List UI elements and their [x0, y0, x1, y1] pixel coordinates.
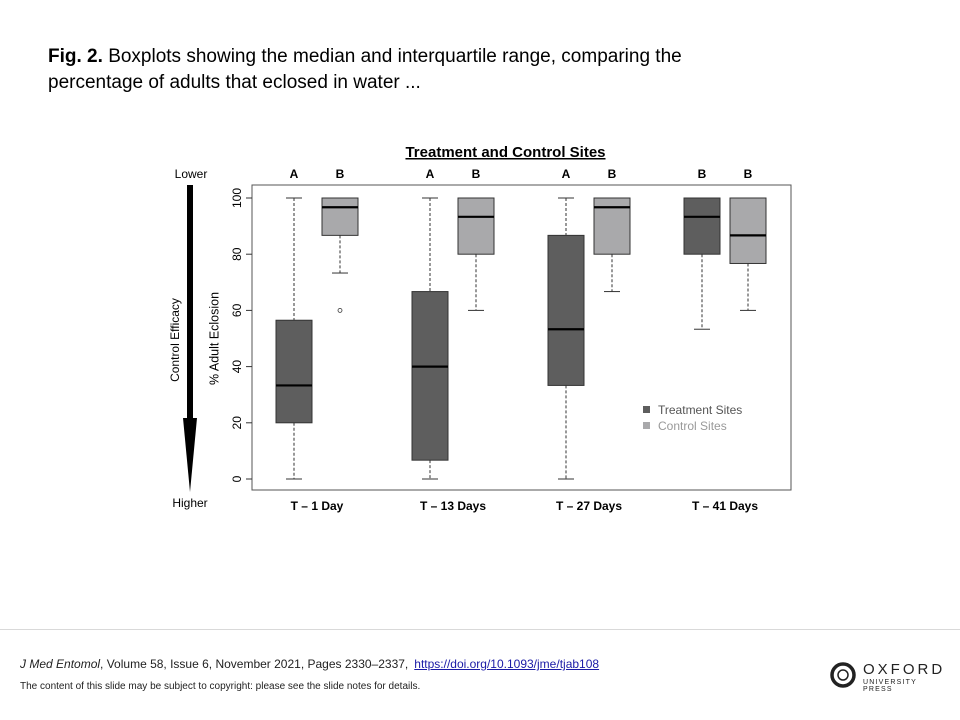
significance-letter: A — [562, 167, 571, 181]
oxford-logo: OXFORD UNIVERSITY PRESS — [829, 660, 946, 693]
legend-label: Control Sites — [658, 419, 727, 433]
doi-link[interactable]: https://doi.org/10.1093/jme/tjab108 — [414, 657, 600, 671]
y-tick-label: 60 — [230, 303, 244, 317]
legend-swatch — [643, 422, 650, 429]
significance-letter: B — [744, 167, 753, 181]
x-category-label: T – 13 Days — [420, 499, 486, 513]
logo-word: OXFORD — [863, 661, 946, 678]
boxplot-chart: Treatment and Control Sites 0 20 40 60 80 100%… — [166, 144, 792, 513]
y-tick-label: 40 — [230, 360, 244, 374]
box-iqr — [321, 197, 359, 236]
box-iqr — [683, 197, 721, 255]
significance-letter: B — [608, 167, 617, 181]
plot-frame — [251, 184, 792, 491]
logo-subtitle: UNIVERSITY PRESS — [863, 679, 917, 693]
significance-letter: B — [698, 167, 707, 181]
legend-swatch — [643, 406, 650, 413]
outlier-point — [337, 307, 343, 313]
chart-title: Treatment and Control Sites — [405, 144, 605, 161]
legend-label: Treatment Sites — [658, 403, 742, 417]
box-iqr — [275, 319, 313, 424]
figure-caption: Fig. 2. Boxplots showing the median and … — [48, 44, 748, 96]
significance-letter: A — [426, 167, 435, 181]
y-tick-label: 100 — [230, 188, 244, 208]
journal-name: J Med Entomol — [20, 657, 101, 671]
y-tick-label: 80 — [230, 247, 244, 261]
box-iqr — [547, 234, 585, 386]
oxford-emblem-icon — [830, 662, 856, 688]
figure-label: Fig. 2. — [48, 46, 103, 67]
box-iqr — [457, 197, 495, 255]
x-category-label: T – 41 Days — [692, 499, 758, 513]
box-iqr — [411, 291, 449, 461]
side-axis-top-label: Lower — [175, 167, 208, 181]
citation-details: , Volume 58, Issue 6, November 2021, Pag… — [100, 657, 409, 671]
significance-letter: B — [472, 167, 481, 181]
y-axis-label: % Adult Eclosion — [207, 292, 221, 385]
efficacy-arrow-head — [183, 418, 197, 492]
significance-letter: A — [290, 167, 299, 181]
side-axis-label: Control Efficacy — [168, 298, 182, 382]
side-axis-bottom-label: Higher — [172, 496, 207, 510]
y-tick-label: 20 — [230, 416, 244, 430]
figure-caption-text: Boxplots showing the median and interqua… — [48, 46, 682, 93]
box-iqr — [729, 197, 767, 264]
x-category-label: T – 1 Day — [291, 499, 344, 513]
citation: J Med Entomol, Volume 58, Issue 6, Novem… — [20, 657, 599, 671]
x-category-label: T – 27 Days — [556, 499, 622, 513]
side-axis-label-bg — [166, 295, 186, 385]
y-tick-label: 0 — [230, 475, 244, 482]
copyright-notice: The content of this slide may be subject… — [20, 681, 421, 692]
significance-letter: B — [336, 167, 345, 181]
footer-divider — [0, 629, 960, 630]
